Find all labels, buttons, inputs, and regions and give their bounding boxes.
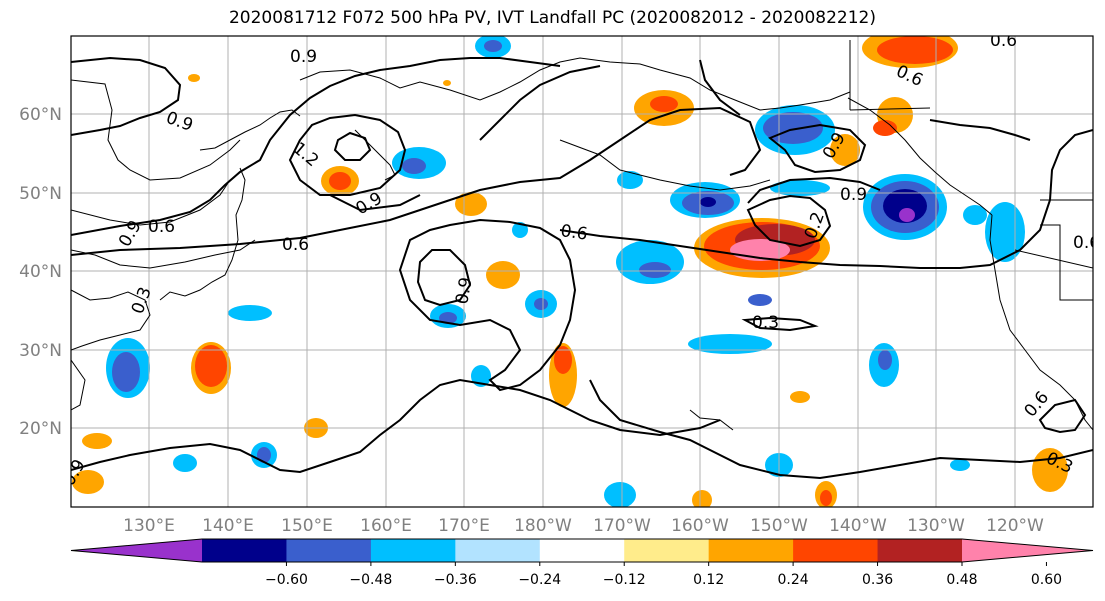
longitude-labels: 130°E 140°E 150°E 160°E 170°E 180°W 170°… [123,516,1044,536]
map-title: 2020081712 F072 500 hPa PV, IVT Landfall… [228,8,876,28]
lon-label: 170°E [438,516,490,536]
colorbar-swatch [708,539,794,562]
colorbar: −0.60 −0.48 −0.36 −0.24 −0.12 0.12 0.24 0.36 0.4… [70,538,1094,588]
colorbar-tick-label: 0.60 [1031,572,1062,588]
colorbar-tick-label: 0.36 [862,572,893,588]
latitude-labels: 60°N 50°N 40°N 30°N 20°N [19,105,62,439]
colorbar-tick-label: 0.12 [693,572,724,588]
colorbar-tick-label: −0.60 [265,572,308,588]
contour-label: 0.9 [840,185,867,205]
map-panel: 0.9 0.9 0.9 1.2 0.9 0.6 0.6 0.9 0.3 0.6 … [71,31,1100,507]
lat-label: 20°N [19,419,62,439]
lat-label: 50°N [19,184,62,204]
colorbar-tick-label: −0.12 [603,572,646,588]
colorbar-tick-label: 0.48 [946,572,977,588]
colorbar-swatch [286,539,372,562]
colorbar-outline [70,538,1094,563]
colorbar-extend-high [962,539,1093,562]
contour-label: 0.6 [282,235,309,255]
contour-label: 0.3 [752,313,779,333]
colorbar-tick-label: −0.24 [518,572,561,588]
contour-label: 0.6 [559,221,589,245]
contour-label: 0.6 [990,31,1017,51]
ivt-contours [71,56,1093,480]
colorbar-tick-label: 0.24 [778,572,809,588]
colorbar-swatch [202,539,287,562]
lon-label: 170°W [593,516,651,536]
colorbar-swatch [877,539,963,562]
colorbar-swatch [793,539,879,562]
lon-label: 140°E [202,516,254,536]
colorbar-tick-label: −0.48 [349,572,392,588]
colorbar-tick-label: −0.36 [434,572,477,588]
lon-label: 180°W [514,516,572,536]
lon-label: 150°E [281,516,333,536]
colorbar-swatch [539,539,625,562]
colorbar-extend-low [71,539,202,562]
contour-label: 0.9 [290,47,317,67]
map-frame [70,35,1094,508]
colorbar-swatch [624,539,710,562]
lat-label: 30°N [19,341,62,361]
lat-label: 40°N [19,262,62,282]
lon-label: 120°W [986,516,1044,536]
lon-label: 130°E [123,516,175,536]
contour-label: 0.6 [1073,233,1100,253]
colorbar-swatch [455,539,541,562]
lat-label: 60°N [19,105,62,125]
lon-label: 160°W [671,516,729,536]
contour-label: 0.9 [452,276,476,306]
lon-label: 140°W [829,516,887,536]
contour-label: 0.6 [148,217,175,237]
lon-label: 160°E [360,516,412,536]
lon-label: 150°W [750,516,808,536]
lon-label: 130°W [907,516,965,536]
colorbar-swatch [370,539,456,562]
